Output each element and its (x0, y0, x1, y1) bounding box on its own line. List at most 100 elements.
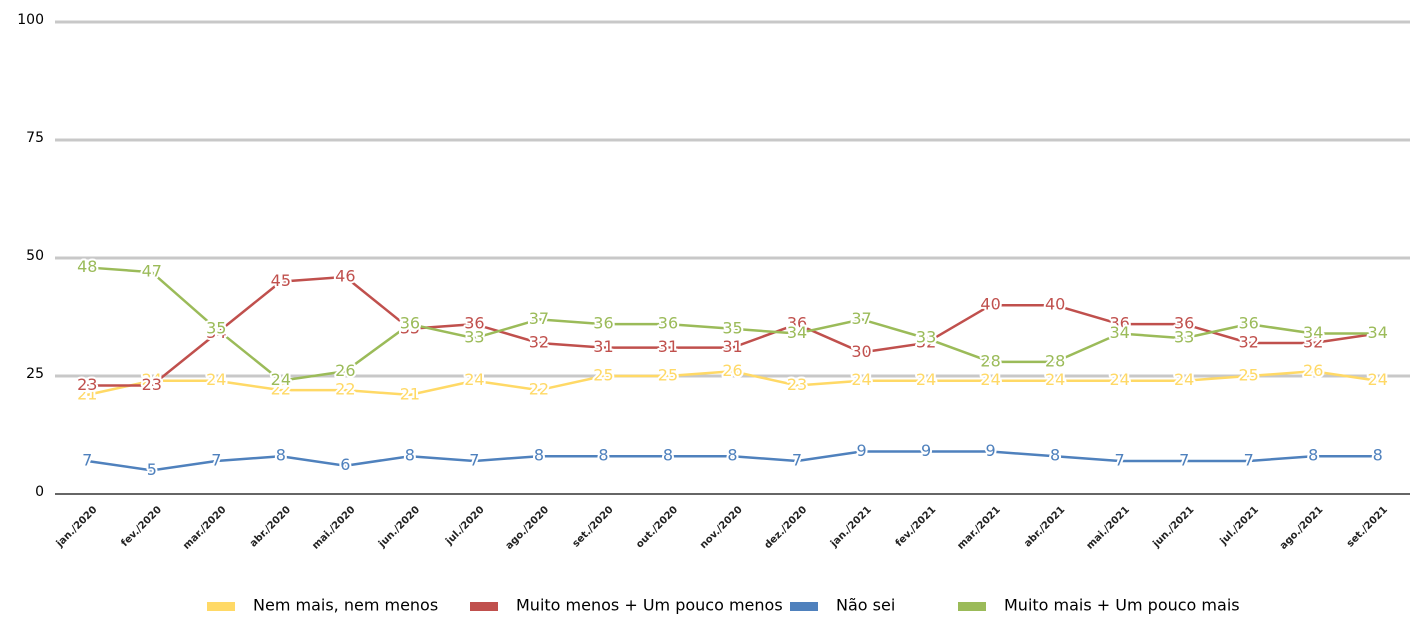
data-label: 45 (271, 271, 291, 290)
data-label: 26 (722, 361, 742, 380)
x-tick-label: abr./2021 (1022, 504, 1067, 549)
data-label: 24 (271, 370, 291, 389)
legend-swatch (470, 602, 498, 611)
data-label: 34 (1303, 323, 1323, 342)
data-label: 36 (1239, 314, 1259, 333)
y-tick-label: 100 (17, 12, 44, 28)
x-tick-label: jun./2020 (376, 504, 422, 550)
data-label: 25 (1239, 366, 1259, 385)
data-label: 40 (980, 295, 1000, 314)
data-label: 8 (1308, 446, 1318, 465)
y-tick-label: 75 (26, 130, 44, 146)
legend-item: Muito mais + Um pouco mais (958, 596, 1240, 615)
legend-item: Não sei (790, 596, 895, 615)
data-label: 35 (400, 318, 420, 337)
legend-label: Não sei (836, 596, 895, 615)
data-label: 7 (792, 450, 802, 469)
data-label: 48 (77, 257, 97, 276)
data-label: 31 (658, 337, 678, 356)
data-label: 36 (400, 314, 420, 333)
series-line (86, 370, 1378, 397)
data-label: 6 (340, 455, 350, 474)
x-tick-label: fev./2020 (119, 504, 164, 549)
data-label: 8 (534, 446, 544, 465)
data-label: 23 (787, 375, 807, 394)
data-label: 28 (980, 351, 1000, 370)
data-label: 8 (663, 446, 673, 465)
data-label: 24 (1045, 370, 1065, 389)
data-label: 24 (851, 370, 871, 389)
data-label: 24 (1109, 370, 1129, 389)
data-label: 31 (593, 337, 613, 356)
data-label: 8 (276, 446, 286, 465)
x-tick-label: jul./2020 (443, 504, 486, 547)
legend-swatch (207, 602, 235, 611)
data-label: 36 (1174, 314, 1194, 333)
y-tick-label: 50 (26, 248, 44, 264)
x-tick-label: jun./2021 (1150, 504, 1196, 550)
legend-swatch (958, 602, 986, 611)
y-tick-label: 0 (35, 484, 44, 500)
data-label: 24 (980, 370, 1000, 389)
data-label: 37 (529, 309, 549, 328)
data-label: 22 (529, 380, 549, 399)
data-label: 34 (1368, 323, 1388, 342)
data-label: 21 (400, 384, 420, 403)
data-label: 26 (335, 361, 355, 380)
data-label: 21 (77, 384, 97, 403)
data-label: 33 (464, 328, 484, 347)
data-label: 36 (658, 314, 678, 333)
data-label: 33 (916, 328, 936, 347)
data-label: 7 (1244, 450, 1254, 469)
data-label: 7 (211, 450, 221, 469)
data-label: 23 (142, 375, 162, 394)
legend-swatch (790, 602, 818, 611)
data-label: 8 (1373, 446, 1383, 465)
data-label: 8 (727, 446, 737, 465)
y-tick-label: 25 (26, 366, 44, 382)
data-label: 24 (206, 370, 226, 389)
data-label: 7 (469, 450, 479, 469)
data-label: 7 (82, 450, 92, 469)
x-tick-label: abr./2020 (248, 504, 293, 549)
data-label: 40 (1045, 295, 1065, 314)
data-label: 5 (147, 460, 157, 479)
data-label: 31 (722, 337, 742, 356)
x-tick-label: jan./2021 (828, 504, 874, 550)
data-label: 36 (593, 314, 613, 333)
legend-item: Muito menos + Um pouco menos (470, 596, 783, 615)
data-label: 24 (464, 370, 484, 389)
x-tick-label: ago./2021 (1278, 504, 1325, 551)
data-label: 22 (335, 380, 355, 399)
data-label: 35 (206, 318, 226, 337)
data-label: 34 (206, 323, 226, 342)
data-label: 24 (142, 370, 162, 389)
data-label: 7 (1115, 450, 1125, 469)
x-tick-label: mar./2021 (955, 504, 1002, 551)
x-tick-label: jan./2020 (54, 504, 100, 550)
data-label: 7 (1179, 450, 1189, 469)
x-tick-label: dez./2020 (763, 504, 810, 551)
data-label: 9 (986, 441, 996, 460)
x-tick-label: ago./2020 (504, 504, 551, 551)
legend-label: Muito mais + Um pouco mais (1004, 596, 1240, 615)
data-label: 22 (271, 380, 291, 399)
x-tick-label: out./2020 (634, 504, 680, 550)
data-label: 34 (1368, 323, 1388, 342)
data-label: 46 (335, 266, 355, 285)
series-line (87, 266, 1378, 383)
data-label: 34 (1109, 323, 1129, 342)
data-label: 9 (921, 441, 931, 460)
data-label: 25 (593, 366, 613, 385)
x-tick-label: jul./2021 (1218, 504, 1261, 547)
data-label: 25 (658, 366, 678, 385)
data-label: 32 (1239, 332, 1259, 351)
data-label: 36 (464, 314, 484, 333)
data-label: 36 (1109, 314, 1129, 333)
data-label: 26 (1303, 361, 1323, 380)
data-label: 28 (1045, 351, 1065, 370)
data-label: 32 (1303, 332, 1323, 351)
series-line (87, 275, 1378, 387)
data-label: 32 (916, 332, 936, 351)
